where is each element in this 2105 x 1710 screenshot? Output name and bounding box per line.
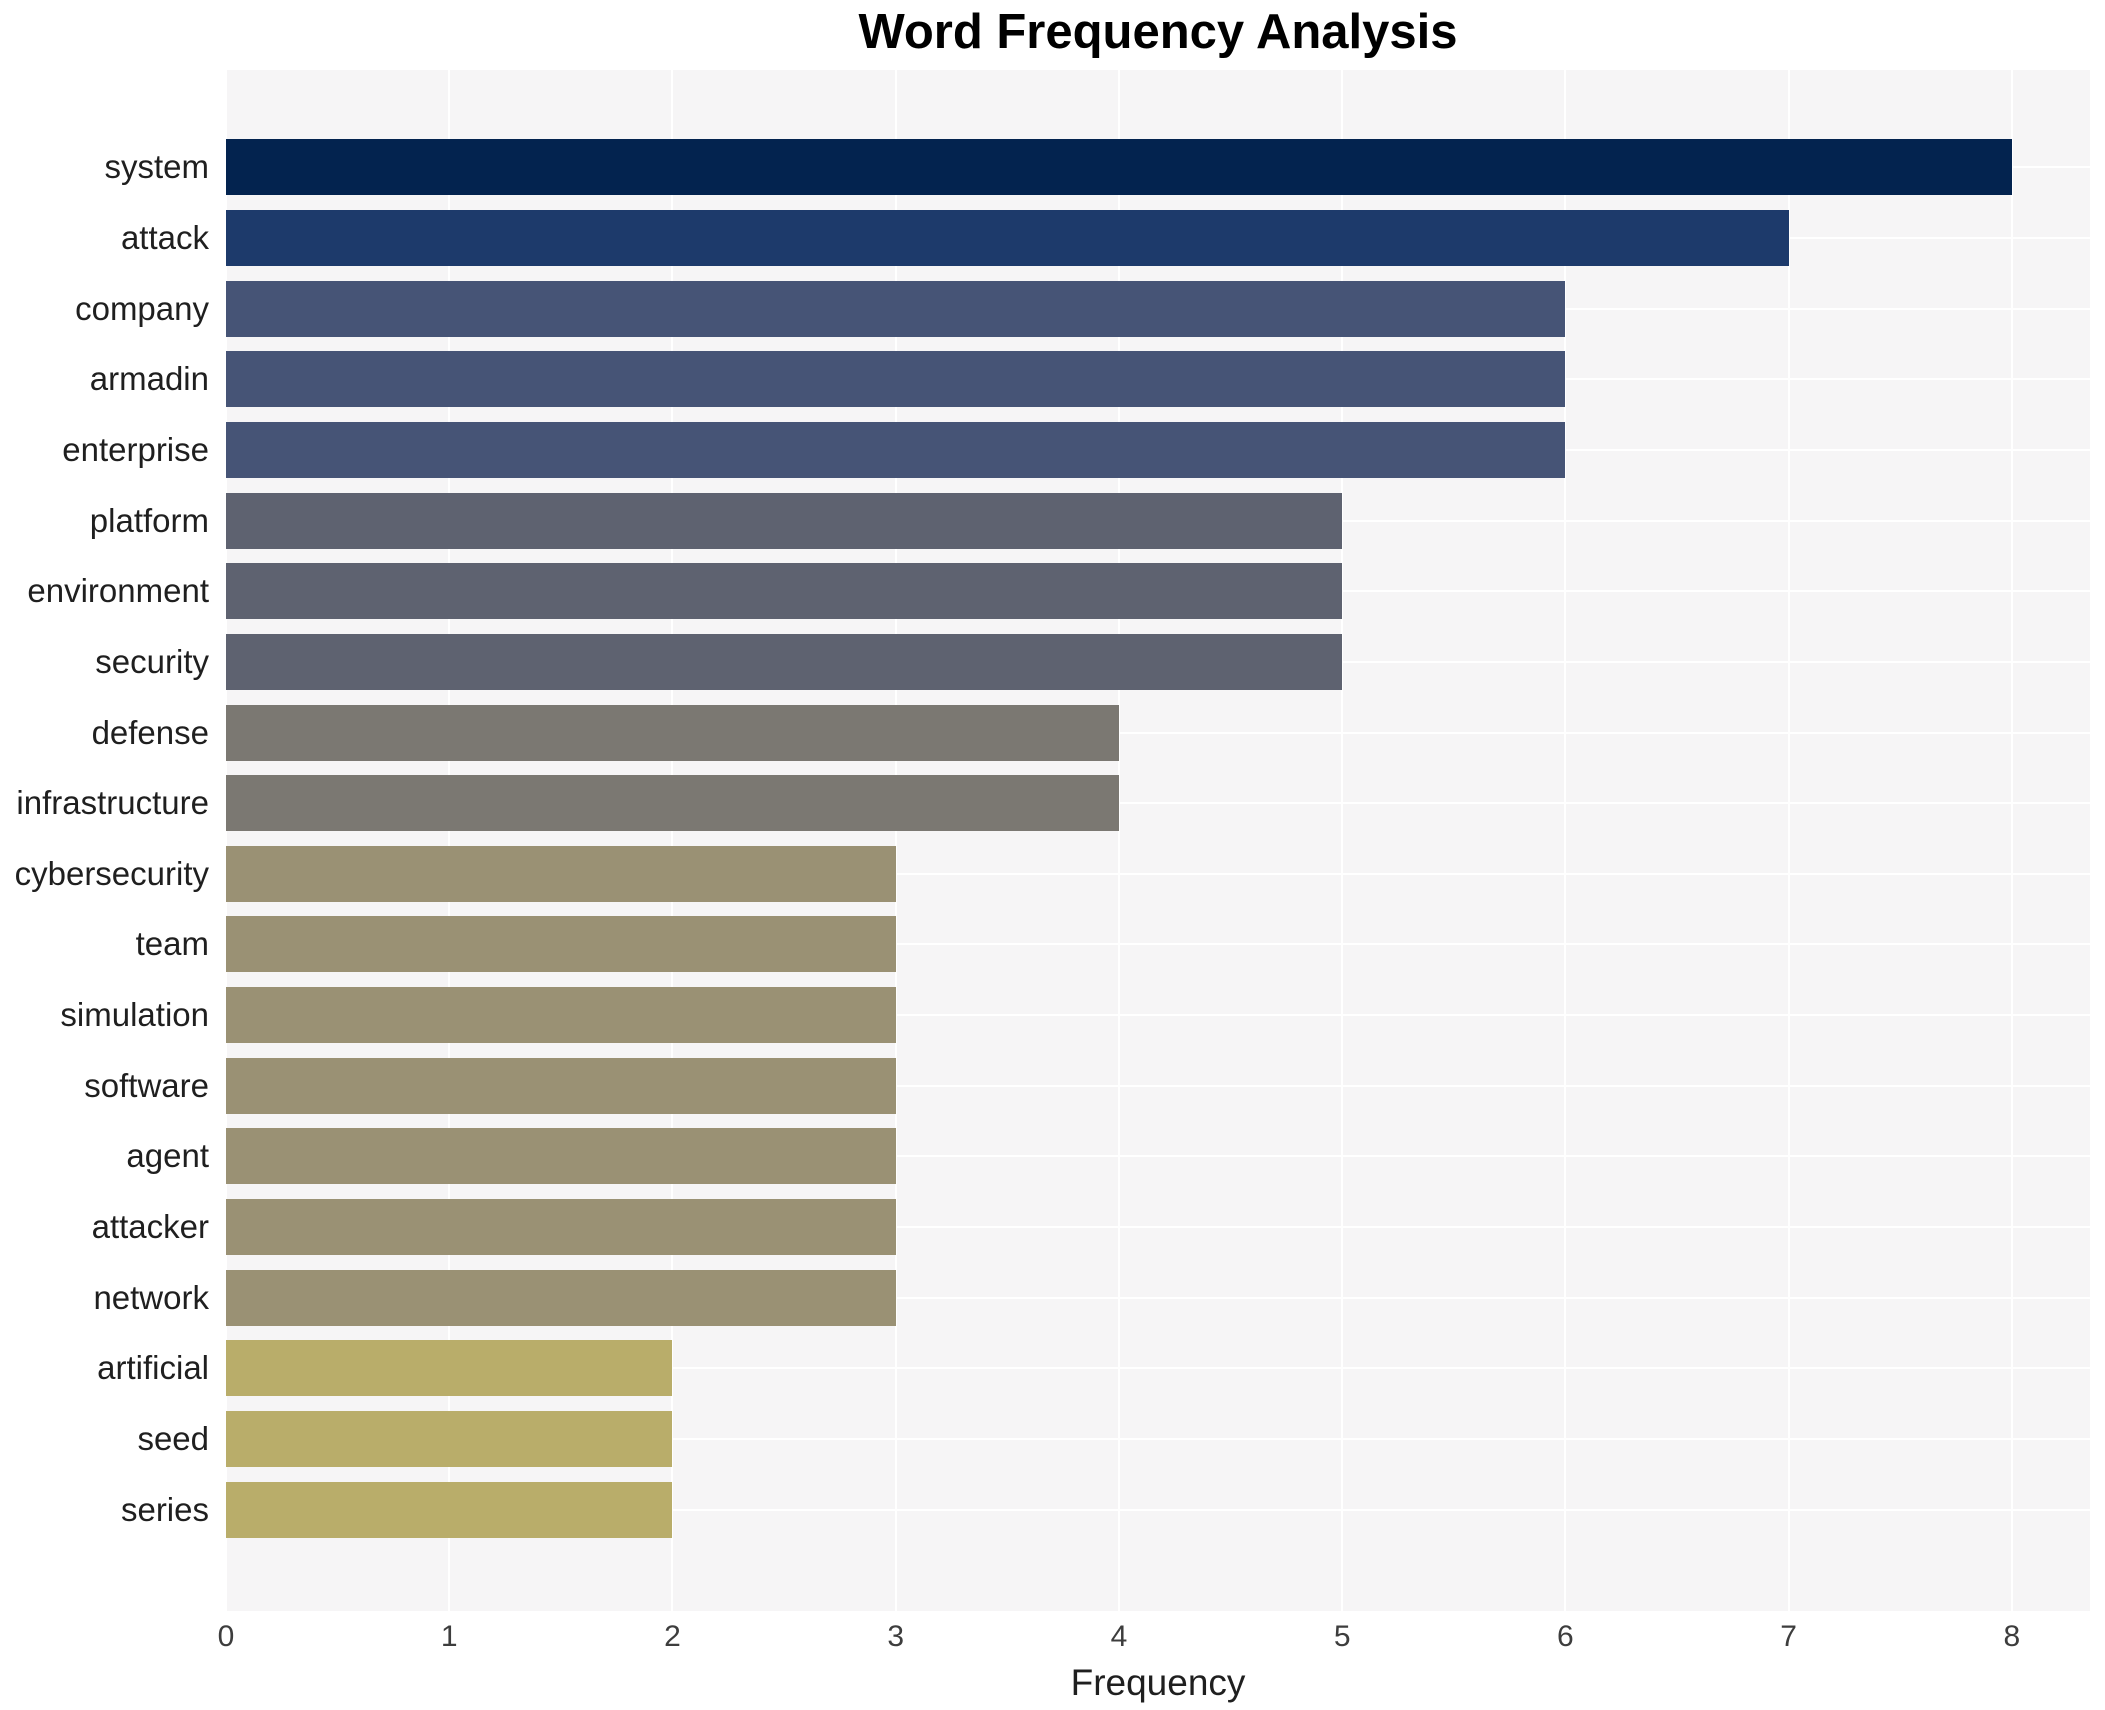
gridline-x — [1341, 70, 1344, 1611]
bar-environment — [226, 563, 1343, 620]
x-tick: 2 — [664, 1620, 681, 1653]
bar-enterprise — [226, 421, 1566, 478]
bar-company — [226, 280, 1566, 337]
bar-system — [226, 139, 2012, 196]
bar-attack — [226, 209, 1789, 266]
category-label-software: software — [84, 1066, 209, 1104]
x-tick: 8 — [2003, 1620, 2021, 1653]
bar-cybersecurity — [226, 845, 896, 902]
gridline-x — [671, 70, 674, 1611]
category-label-series: series — [120, 1490, 209, 1528]
x-tick: 3 — [887, 1620, 905, 1653]
category-label-armadin: armadin — [89, 360, 209, 398]
category-label-team: team — [135, 925, 209, 963]
gridline-x — [894, 70, 897, 1611]
gridline-y — [226, 1508, 2090, 1511]
category-label-cybersecurity: cybersecurity — [14, 854, 209, 892]
bar-series — [226, 1481, 673, 1538]
gridline-x — [1117, 70, 1120, 1611]
gridline-y — [226, 1438, 2090, 1441]
gridline-y — [226, 731, 2090, 734]
x-axis-label: Frequency — [1070, 1662, 1246, 1703]
x-tick: 1 — [440, 1620, 458, 1653]
gridline-x — [2010, 70, 2013, 1611]
bar-armadin — [226, 351, 1566, 408]
plot-area — [226, 70, 2090, 1611]
gridline-y — [226, 943, 2090, 946]
gridline-y — [226, 1296, 2090, 1299]
gridline-x — [1564, 70, 1567, 1611]
gridline-y — [226, 1014, 2090, 1017]
gridline-x — [226, 70, 227, 1611]
bar-platform — [226, 492, 1343, 549]
bar-software — [226, 1057, 896, 1114]
category-label-environment: environment — [27, 572, 209, 610]
gridline-y — [226, 872, 2090, 875]
category-label-infrastructure: infrastructure — [16, 784, 209, 822]
category-label-defense: defense — [91, 713, 209, 751]
x-tick: 0 — [217, 1620, 235, 1653]
gridline-y — [226, 802, 2090, 805]
x-tick: 6 — [1557, 1620, 1574, 1653]
category-label-system: system — [104, 148, 209, 186]
bar-defense — [226, 704, 1119, 761]
bar-attacker — [226, 1199, 896, 1256]
bar-simulation — [226, 987, 896, 1044]
category-label-agent: agent — [126, 1137, 209, 1175]
bar-seed — [226, 1411, 673, 1468]
category-label-seed: seed — [137, 1420, 209, 1458]
category-label-enterprise: enterprise — [62, 430, 209, 468]
x-tick: 5 — [1333, 1620, 1351, 1653]
gridline-y — [226, 1155, 2090, 1158]
category-label-network: network — [93, 1278, 209, 1316]
gridline-x — [448, 70, 451, 1611]
category-label-company: company — [75, 289, 209, 327]
category-label-artificial: artificial — [97, 1349, 209, 1387]
x-tick: 4 — [1110, 1620, 1128, 1653]
bar-team — [226, 916, 896, 973]
x-tick: 7 — [1780, 1620, 1797, 1653]
gridline-y — [226, 1084, 2090, 1087]
bar-infrastructure — [226, 775, 1119, 832]
category-label-security: security — [95, 642, 209, 680]
gridline-y — [226, 1226, 2090, 1229]
gridline-x — [1787, 70, 1790, 1611]
category-label-platform: platform — [89, 501, 209, 539]
bar-agent — [226, 1128, 896, 1185]
bar-security — [226, 633, 1343, 690]
chart-title: Word Frequency Analysis — [858, 5, 1458, 59]
gridline-y — [226, 1367, 2090, 1370]
bar-artificial — [226, 1340, 673, 1397]
category-label-simulation: simulation — [60, 996, 209, 1034]
category-label-attack: attack — [120, 218, 209, 256]
category-label-attacker: attacker — [91, 1208, 209, 1246]
bar-network — [226, 1269, 896, 1326]
